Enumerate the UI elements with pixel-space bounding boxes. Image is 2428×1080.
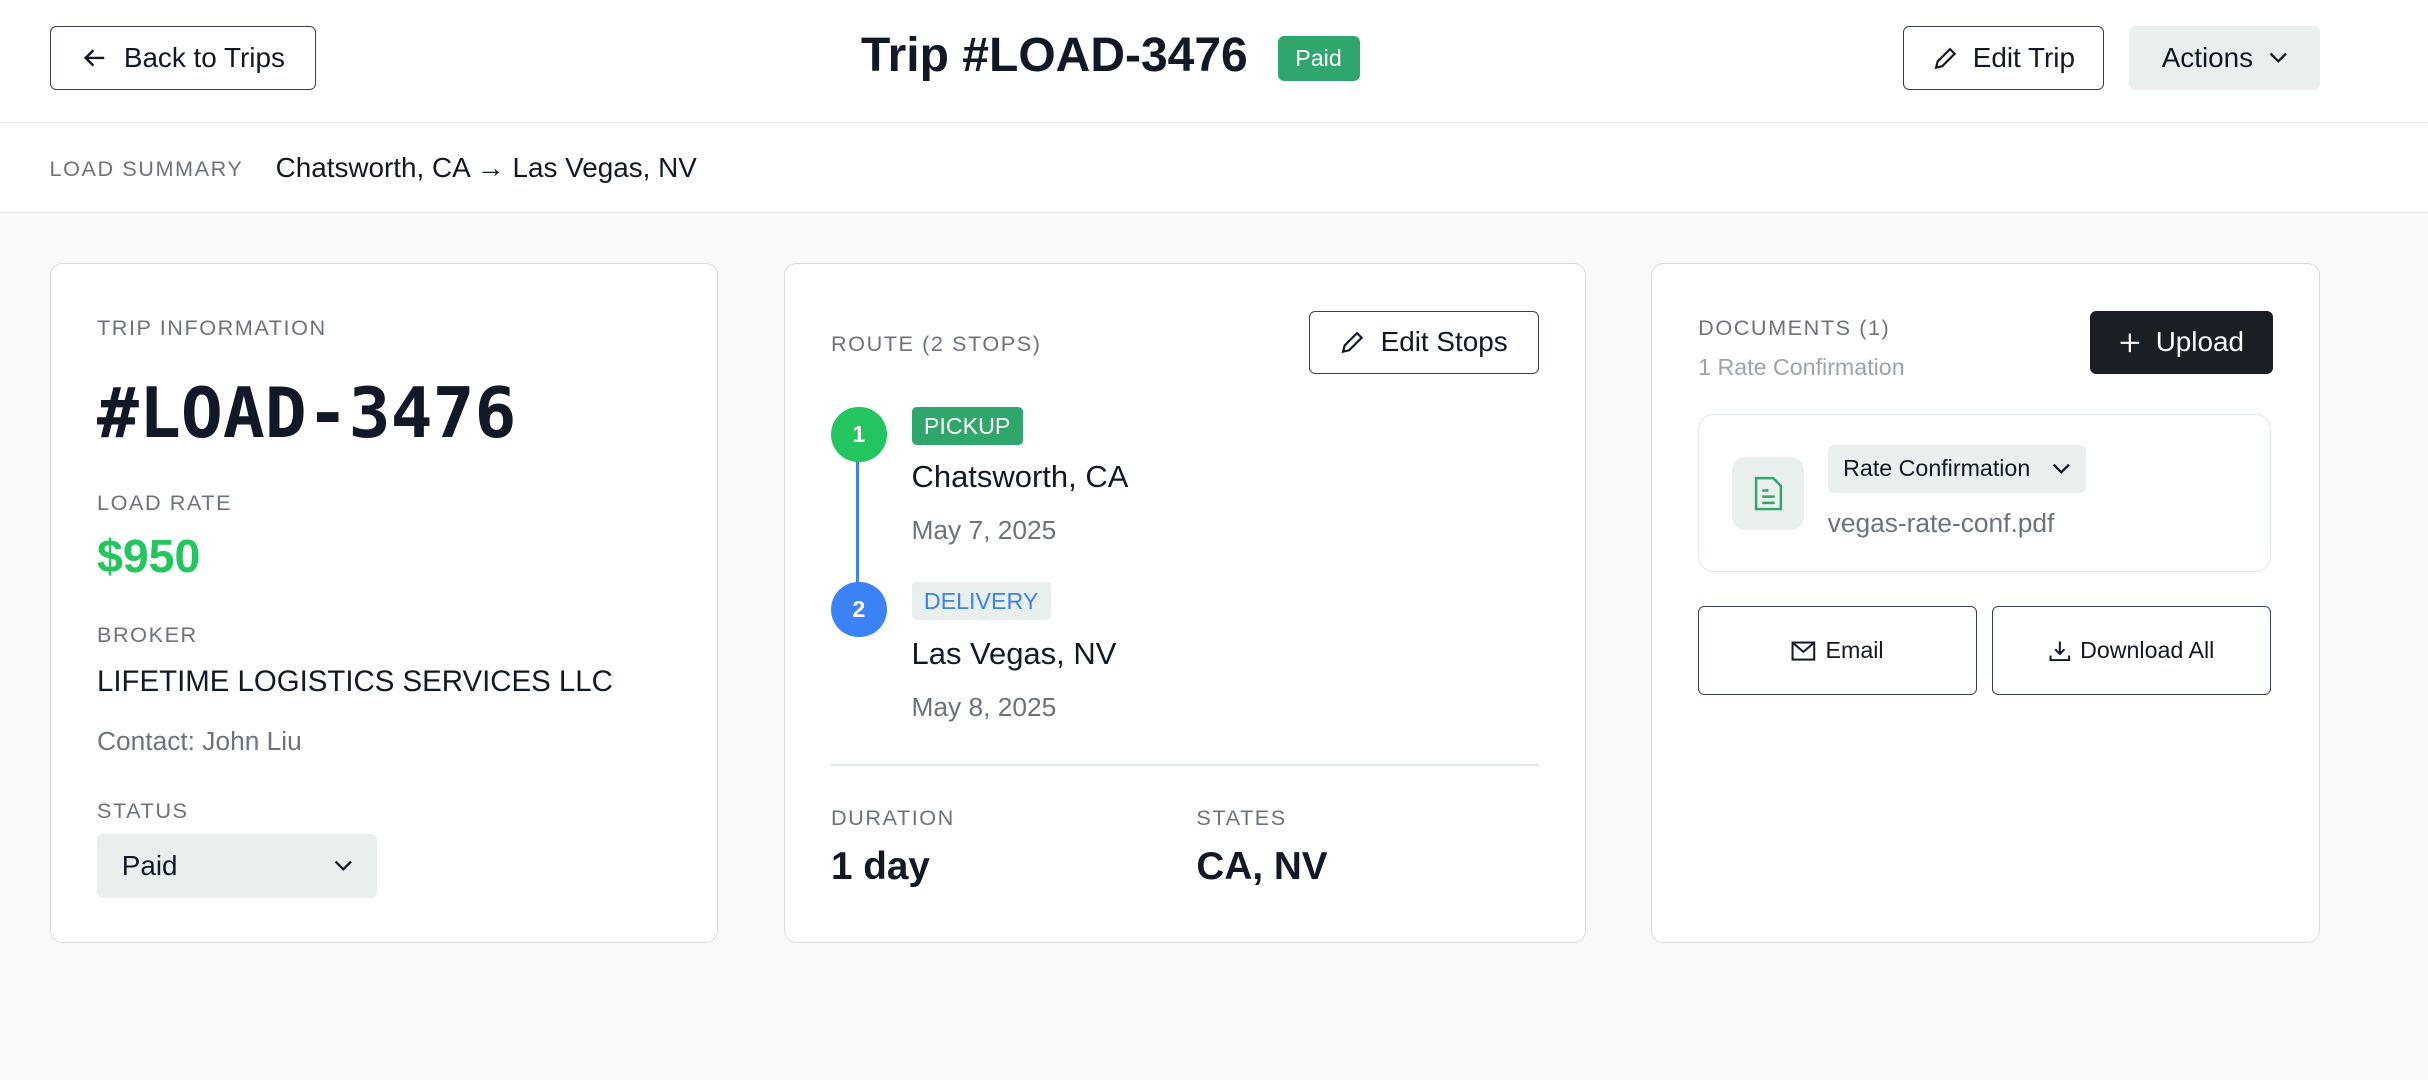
chevron-down-icon	[2269, 52, 2288, 64]
edit-stops-button[interactable]: Edit Stops	[1309, 310, 1539, 375]
load-summary-route: Chatsworth, CA → Las Vegas, NV	[275, 151, 697, 183]
broker-label: BROKER	[97, 621, 198, 647]
stop-number: 1	[830, 406, 887, 463]
documents-subtitle: 1 Rate Confirmation	[1698, 354, 1905, 381]
upload-label: Upload	[2155, 326, 2244, 358]
load-rate: $950	[97, 530, 201, 583]
stop-city: Chatsworth, CA	[911, 459, 1129, 495]
plus-icon	[2119, 332, 2141, 354]
section-title: DOCUMENTS (1)	[1698, 315, 1891, 341]
upload-button[interactable]: Upload	[2089, 310, 2273, 375]
email-button[interactable]: Email	[1698, 606, 1977, 695]
file-icon	[1731, 457, 1805, 530]
document-item[interactable]: Rate Confirmation vegas-rate-conf.pdf	[1698, 414, 2272, 573]
duration-value: 1 day	[830, 844, 930, 888]
file-name[interactable]: vegas-rate-conf.pdf	[1827, 508, 2055, 539]
stop-date: May 7, 2025	[911, 515, 1057, 546]
edit-stops-label: Edit Stops	[1380, 326, 1508, 358]
edit-trip-label: Edit Trip	[1972, 42, 2075, 74]
status-select[interactable]: Paid	[97, 834, 378, 898]
arrow-left-icon	[81, 44, 109, 72]
chevron-down-icon	[334, 860, 353, 872]
load-rate-label: LOAD RATE	[97, 490, 233, 516]
chevron-down-icon	[2052, 463, 2071, 475]
edit-trip-button[interactable]: Edit Trip	[1903, 26, 2105, 90]
trip-information-card: TRIP INFORMATION #LOAD-3476 LOAD RATE $9…	[49, 263, 719, 944]
page-title: Trip #LOAD-3476	[860, 28, 1248, 82]
actions-dropdown[interactable]: Actions	[2129, 26, 2320, 90]
download-all-label: Download All	[2080, 637, 2215, 664]
broker-name: LIFETIME LOGISTICS SERVICES LLC	[97, 665, 613, 699]
status-badge: Paid	[1277, 35, 1360, 81]
documents-card: DOCUMENTS (1) 1 Rate Confirmation Upload…	[1650, 263, 2320, 944]
header: Back to Trips Trip #LOAD-3476 Paid Edit …	[0, 0, 2428, 124]
duration-label: DURATION	[830, 804, 955, 830]
divider	[830, 764, 1539, 766]
pencil-icon	[1340, 330, 1365, 355]
stop-date: May 8, 2025	[911, 691, 1057, 722]
mail-icon	[1791, 641, 1816, 661]
route-line	[855, 434, 859, 608]
stop-type-badge: PICKUP	[911, 406, 1023, 446]
status-value: Paid	[121, 849, 178, 881]
pencil-icon	[1933, 46, 1958, 71]
stop-number: 2	[830, 581, 887, 638]
document-type: Rate Confirmation	[1843, 455, 2031, 482]
section-title: TRIP INFORMATION	[97, 315, 327, 341]
back-label: Back to Trips	[123, 42, 285, 74]
status-label: STATUS	[97, 798, 189, 824]
download-all-button[interactable]: Download All	[1992, 606, 2272, 695]
load-id: #LOAD-3476	[97, 372, 517, 454]
stop-type-badge: DELIVERY	[911, 581, 1051, 621]
download-icon	[2049, 640, 2071, 662]
states-value: CA, NV	[1196, 844, 1328, 888]
states-label: STATES	[1196, 804, 1287, 830]
stop-city: Las Vegas, NV	[911, 635, 1117, 671]
broker-contact: Contact: John Liu	[97, 725, 302, 756]
load-summary-bar: LOAD SUMMARY Chatsworth, CA → Las Vegas,…	[0, 123, 2428, 214]
email-label: Email	[1825, 637, 1884, 664]
load-summary-label: LOAD SUMMARY	[49, 156, 244, 182]
back-to-trips-button[interactable]: Back to Trips	[49, 26, 316, 90]
document-type-select[interactable]: Rate Confirmation	[1827, 444, 2086, 493]
route-card: ROUTE (2 STOPS) Edit Stops 1 PICKUP Chat…	[783, 263, 1586, 944]
actions-label: Actions	[2161, 42, 2254, 74]
section-title: ROUTE (2 STOPS)	[830, 330, 1042, 356]
